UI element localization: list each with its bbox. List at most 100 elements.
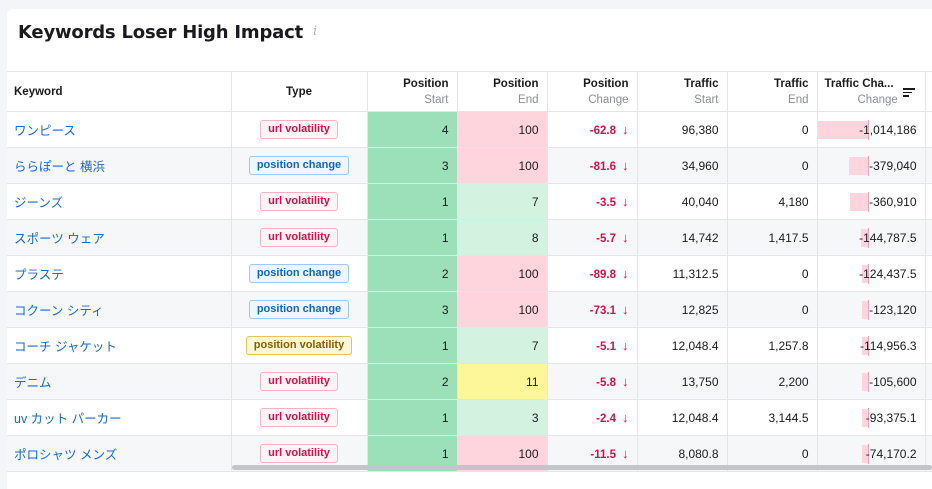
arrow-down-icon: ↓ [622,410,629,425]
type-cell: url volatility [231,111,368,148]
position-change-value: -2.4 [596,413,616,425]
overflow-cell [925,219,932,256]
col-header-position-change[interactable]: Position Change [547,71,638,112]
type-badge: position change [248,156,350,175]
type-cell: position change [231,147,368,184]
col-header-overflow [925,71,932,112]
table-row: ららぽーと 横浜 position change 3 100 -81.6 ↓ 34… [7,147,932,184]
keywords-table: Keyword Type Position Start Position End P… [7,71,932,472]
table-row: ワンピース url volatility 4 100 -62.8 ↓ 96,380… [7,111,932,148]
arrow-down-icon: ↓ [622,194,629,209]
sort-descending-icon[interactable] [902,88,915,98]
traffic-change-bar [849,193,868,211]
traffic-change-value: -144,787.5 [859,230,917,245]
position-start-cell: 1 [367,399,458,436]
traffic-change-value: -124,437.5 [859,266,917,281]
col-header-position-end[interactable]: Position End [457,71,548,112]
traffic-start-cell: 96,380 [637,111,728,148]
position-start-cell: 2 [367,363,458,400]
col-header-label: Traffic [773,77,809,90]
keyword-link[interactable]: ららぽーと 横浜 [14,160,105,174]
keyword-link[interactable]: uv カット パーカー [14,412,122,426]
traffic-start-cell: 12,825 [637,291,728,328]
traffic-change-bar [861,409,868,427]
position-change-value: -62.8 [589,125,616,137]
keyword-cell: コーチ ジャケット [7,327,232,364]
position-start-cell: 3 [367,291,458,328]
overflow-cell [925,435,932,472]
arrow-down-icon: ↓ [622,374,629,389]
overflow-cell [925,183,932,220]
table-row: デニム url volatility 2 11 -5.8 ↓ 13,750 2,2… [7,363,932,400]
type-cell: position change [231,291,368,328]
keyword-link[interactable]: コクーン シティ [14,304,104,318]
col-header-type[interactable]: Type [231,71,368,112]
col-header-sublabel: Start [424,93,449,106]
overflow-cell [925,255,932,292]
col-header-sublabel: Start [694,93,719,106]
position-change-cell: -89.8 ↓ [547,255,638,292]
col-header-position-start[interactable]: Position Start [367,71,458,112]
keyword-cell: ポロシャツ メンズ [7,435,232,472]
keyword-cell: デニム [7,363,232,400]
table-row: コクーン シティ position change 3 100 -73.1 ↓ 12… [7,291,932,328]
col-header-traffic-start[interactable]: Traffic Start [637,71,728,112]
traffic-change-cell: -360,910 [817,183,926,220]
col-header-traffic-change[interactable]: Traffic Cha... Change [817,71,926,112]
position-end-cell: 100 [457,147,548,184]
arrow-down-icon: ↓ [622,338,629,353]
keyword-link[interactable]: デニム [14,376,52,390]
type-badge: url volatility [260,192,338,211]
table-row: uv カット パーカー url volatility 1 3 -2.4 ↓ 12,… [7,399,932,436]
traffic-change-cell: -93,375.1 [817,399,926,436]
position-change-cell: -62.8 ↓ [547,111,638,148]
col-header-keyword[interactable]: Keyword [7,71,232,112]
traffic-start-cell: 12,048.4 [637,327,728,364]
type-badge: url volatility [260,444,338,463]
type-badge: url volatility [260,408,338,427]
arrow-down-icon: ↓ [622,446,629,461]
col-header-sublabel: End [518,93,539,106]
position-start-cell: 3 [367,147,458,184]
keyword-cell: コクーン シティ [7,291,232,328]
position-start-cell: 1 [367,219,458,256]
table-header-row: Keyword Type Position Start Position End P… [7,71,932,112]
keyword-link[interactable]: ポロシャツ メンズ [14,448,118,462]
type-badge: position volatility [245,336,353,355]
position-change-cell: -81.6 ↓ [547,147,638,184]
traffic-start-cell: 14,742 [637,219,728,256]
position-change-value: -81.6 [589,161,616,173]
keyword-link[interactable]: ジーンズ [14,196,64,210]
info-icon[interactable]: i [312,24,318,39]
position-end-cell: 11 [457,363,548,400]
traffic-start-cell: 40,040 [637,183,728,220]
keyword-link[interactable]: ワンピース [14,124,76,138]
traffic-end-cell: 0 [727,147,818,184]
col-header-sublabel: Change [857,93,898,106]
position-start-cell: 4 [367,111,458,148]
position-end-cell: 8 [457,219,548,256]
type-badge: position change [248,264,350,283]
traffic-change-bar [817,121,868,139]
type-badge: url volatility [260,120,338,139]
traffic-end-cell: 0 [727,255,818,292]
traffic-end-cell: 3,144.5 [727,399,818,436]
type-cell: url volatility [231,363,368,400]
type-badge: position change [248,300,350,319]
keyword-link[interactable]: スポーツ ウェア [14,232,105,246]
arrow-down-icon: ↓ [622,266,629,281]
traffic-change-cell: -105,600 [817,363,926,400]
position-change-value: -11.5 [590,449,616,461]
overflow-cell [925,327,932,364]
table-row: プラステ position change 2 100 -89.8 ↓ 11,312… [7,255,932,292]
keyword-link[interactable]: コーチ ジャケット [14,340,117,354]
traffic-end-cell: 0 [727,111,818,148]
horizontal-scrollbar[interactable] [232,465,932,470]
position-change-value: -3.5 [596,197,616,209]
traffic-change-value: -105,600 [869,374,917,389]
position-end-cell: 100 [457,111,548,148]
keyword-link[interactable]: プラステ [14,268,64,282]
col-header-traffic-end[interactable]: Traffic End [727,71,818,112]
keyword-cell: ららぽーと 横浜 [7,147,232,184]
position-change-cell: -5.7 ↓ [547,219,638,256]
